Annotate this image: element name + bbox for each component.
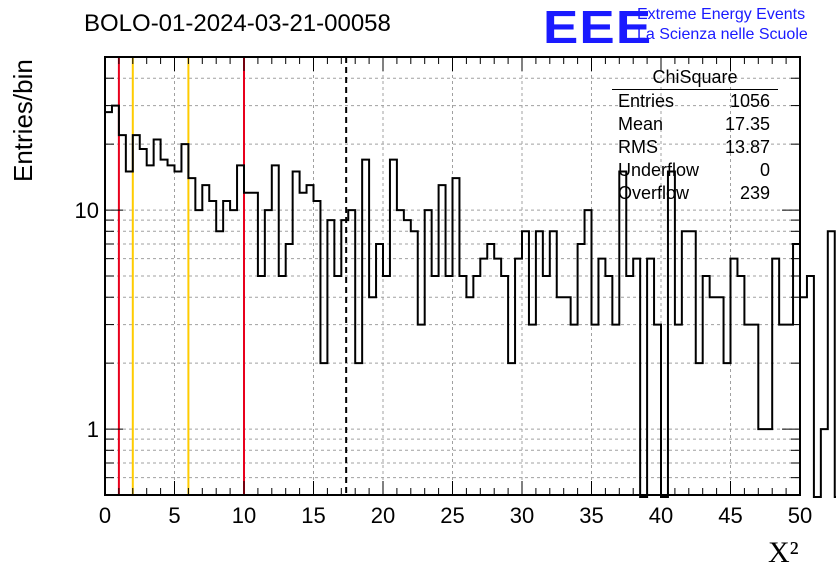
axes: [104, 56, 801, 496]
x-tick-label: 10: [232, 503, 256, 528]
logo-line-1: Extreme Energy Events: [637, 6, 806, 23]
x-tick-label: 50: [788, 503, 812, 528]
x-tick-label: 5: [168, 503, 180, 528]
stat-row-underflow: Underflow 0: [612, 159, 778, 182]
stat-row-mean: Mean 17.35: [612, 113, 778, 136]
x-tick-label: 15: [301, 503, 325, 528]
eee-logo: EEE: [543, 1, 653, 53]
stat-value: 13.87: [724, 137, 770, 157]
stat-value: 0: [759, 160, 770, 180]
stat-label: Overflow: [618, 183, 690, 203]
x-tick-label: 45: [718, 503, 742, 528]
x-tick-label: 0: [99, 503, 111, 528]
stats-box: ChiSquare Entries 1056 Mean 17.35 RMS 13…: [612, 66, 778, 205]
x-tick-label: 35: [579, 503, 603, 528]
chart-title: BOLO-01-2024-03-21-00058: [84, 10, 391, 37]
stat-value: 17.35: [724, 114, 770, 134]
y-tick-label: 10: [75, 198, 99, 223]
y-axis-label: Entries/bin: [8, 59, 38, 182]
x-tick-label: 20: [371, 503, 395, 528]
stat-label: Underflow: [618, 160, 700, 180]
stat-row-overflow: Overflow 239: [612, 182, 778, 205]
x-axis-label: X²: [768, 536, 799, 569]
x-tick-label: 30: [510, 503, 534, 528]
stat-label: Entries: [618, 91, 675, 111]
stat-label: Mean: [618, 114, 664, 134]
stats-title: ChiSquare: [612, 66, 778, 90]
stat-row-rms: RMS 13.87: [612, 136, 778, 159]
logo-line-2: La Scienza nelle Scuole: [637, 26, 808, 43]
x-tick-label: 40: [649, 503, 673, 528]
y-tick-label: 1: [87, 417, 99, 442]
tick-labels: 0 5 10 15 20 25 30 35 40 45 50 1 10: [75, 198, 813, 528]
stat-label: RMS: [618, 137, 658, 157]
x-tick-label: 25: [440, 503, 464, 528]
stat-value: 1056: [729, 91, 770, 111]
histogram-outline: [105, 104, 836, 498]
stat-value: 239: [739, 183, 770, 203]
stat-row-entries: Entries 1056: [612, 90, 778, 113]
